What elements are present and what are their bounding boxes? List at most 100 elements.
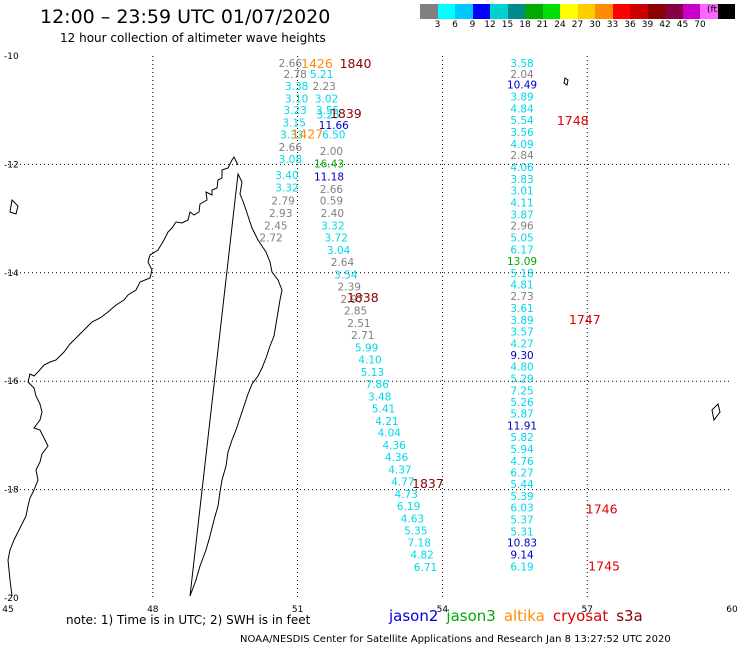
swh-value: 5.05 (510, 233, 533, 245)
swh-value: 11.66 (319, 120, 349, 132)
lat-tick-label: -12 (4, 160, 19, 170)
swh-value: 2.04 (510, 69, 534, 81)
swh-value: 6.19 (397, 501, 420, 513)
pass-time: 1748 (557, 113, 589, 128)
swh-value: 0.59 (320, 196, 343, 208)
swh-value: 7.25 (510, 385, 533, 397)
swh-value: 3.89 (510, 315, 533, 327)
swh-value: 11.91 (507, 421, 537, 433)
swh-value: 3.32 (321, 221, 344, 233)
swh-value: 4.73 (395, 489, 418, 501)
lat-tick-label: -18 (4, 486, 19, 496)
legend-swatch (455, 4, 473, 19)
swh-value: 2.96 (510, 221, 534, 233)
swh-value: 3.10 (285, 93, 308, 105)
swh-value: 2.93 (269, 208, 292, 220)
swh-value: 4.10 (358, 355, 381, 367)
legend-swatch (647, 4, 665, 19)
swh-value: 3.89 (510, 92, 533, 104)
legend-swatch (542, 4, 560, 19)
pass-times: 1426 1840 1839 1427 1838 1837 1748 1747 1746 1745 (291, 56, 620, 573)
swh-value: 2.73 (510, 291, 533, 303)
satellite-jason3: jason3 (446, 607, 496, 625)
swh-value: 2.78 (283, 69, 306, 81)
swh-value: 10.83 (507, 538, 537, 550)
swh-value: 4.36 (385, 452, 409, 464)
swh-value: 4.36 (382, 440, 406, 452)
grid-lines (8, 56, 732, 598)
legend-unit: (ft) (707, 5, 721, 15)
legend-swatch (665, 4, 683, 19)
pass-time: 1746 (586, 502, 618, 517)
swh-value: 2.45 (264, 221, 287, 233)
swh-value: 2.66 (320, 184, 344, 196)
legend-label: 39 (641, 20, 654, 30)
swh-value: 3.01 (510, 185, 533, 197)
swh-value: 5.18 (510, 268, 533, 280)
swh-value: 2.66 (279, 58, 303, 70)
pass-time: 1837 (412, 476, 444, 491)
lat-tick-label: -10 (4, 52, 19, 62)
swh-value: 4.80 (510, 362, 533, 374)
swh-value: 6.71 (414, 562, 437, 574)
swh-value: 3.83 (510, 174, 533, 186)
swh-values: 2.662.78 5.213.38 2.233.10 3.023.23 3.553.15… (259, 58, 537, 574)
swh-value: 3.48 (368, 391, 391, 403)
legend-swatch (490, 4, 508, 19)
swh-value: 4.76 (510, 456, 534, 468)
swh-value: 16.43 (314, 158, 344, 170)
island-left (9, 198, 19, 215)
legend-label: 33 (606, 20, 619, 30)
lon-tick-label: 57 (581, 605, 592, 615)
swh-value: 5.99 (355, 343, 378, 355)
swh-value: 4.84 (510, 104, 534, 116)
swh-value: 3.40 (275, 170, 298, 182)
satellite-cryosat: cryosat (552, 607, 609, 625)
chart-title: 12:00 – 23:59 UTC 01/07/2020 (40, 6, 331, 28)
swh-value: 5.39 (510, 491, 533, 503)
legend-swatch (577, 4, 595, 19)
legend-swatch (700, 4, 718, 19)
legend-swatch (682, 4, 700, 19)
swh-value: 3.54 (334, 269, 358, 281)
swh-value: 7.86 (366, 379, 390, 391)
legend-swatch (507, 4, 525, 19)
pass-time: 1426 (301, 56, 333, 71)
swh-value: 5.44 (510, 479, 534, 491)
lon-tick-label: 45 (2, 605, 13, 615)
swh-value: 4.09 (510, 139, 533, 151)
legend-label: 21 (536, 20, 549, 30)
swh-value: 6.17 (510, 244, 533, 256)
satellite-legend: jason2 jason3 altika cryosat s3a (389, 607, 651, 625)
swh-value: 6.50 (322, 130, 345, 142)
swh-value: 2.79 (271, 196, 294, 208)
legend-labels: 3 6 9 12 15 18 21 24 27 30 33 36 39 42 45 70 (420, 19, 735, 31)
swh-value: 3.61 (510, 303, 533, 315)
swh-value: 2.84 (510, 150, 534, 162)
swh-value: 5.13 (361, 367, 384, 379)
madagascar-coastline (7, 156, 283, 597)
island-east (711, 403, 721, 422)
swh-value: 4.27 (510, 338, 533, 350)
legend-swatch (630, 4, 648, 19)
legend-label: 3 (434, 20, 441, 30)
swh-value: 9.30 (510, 350, 533, 362)
swh-value: 2.00 (320, 146, 343, 158)
swh-value: 5.31 (510, 526, 533, 538)
pass-time: 1747 (569, 312, 601, 327)
lon-tick-label: 60 (726, 605, 738, 615)
swh-value: 2.51 (347, 318, 370, 330)
swh-value: 2.72 (259, 233, 282, 245)
swh-value: 2.97 (340, 294, 363, 306)
legend-swatches (420, 4, 735, 19)
legend-label: 42 (659, 20, 671, 30)
legend-label: 15 (501, 20, 514, 30)
legend-label: 6 (452, 20, 458, 30)
swh-value: 4.04 (378, 428, 402, 440)
swh-value: 5.37 (510, 514, 533, 526)
legend-swatch (472, 4, 490, 19)
swh-value: 5.29 (510, 373, 533, 385)
swh-value: 13.09 (507, 256, 537, 268)
swh-value: 3.32 (275, 183, 298, 195)
swh-value: 3.38 (285, 81, 308, 93)
